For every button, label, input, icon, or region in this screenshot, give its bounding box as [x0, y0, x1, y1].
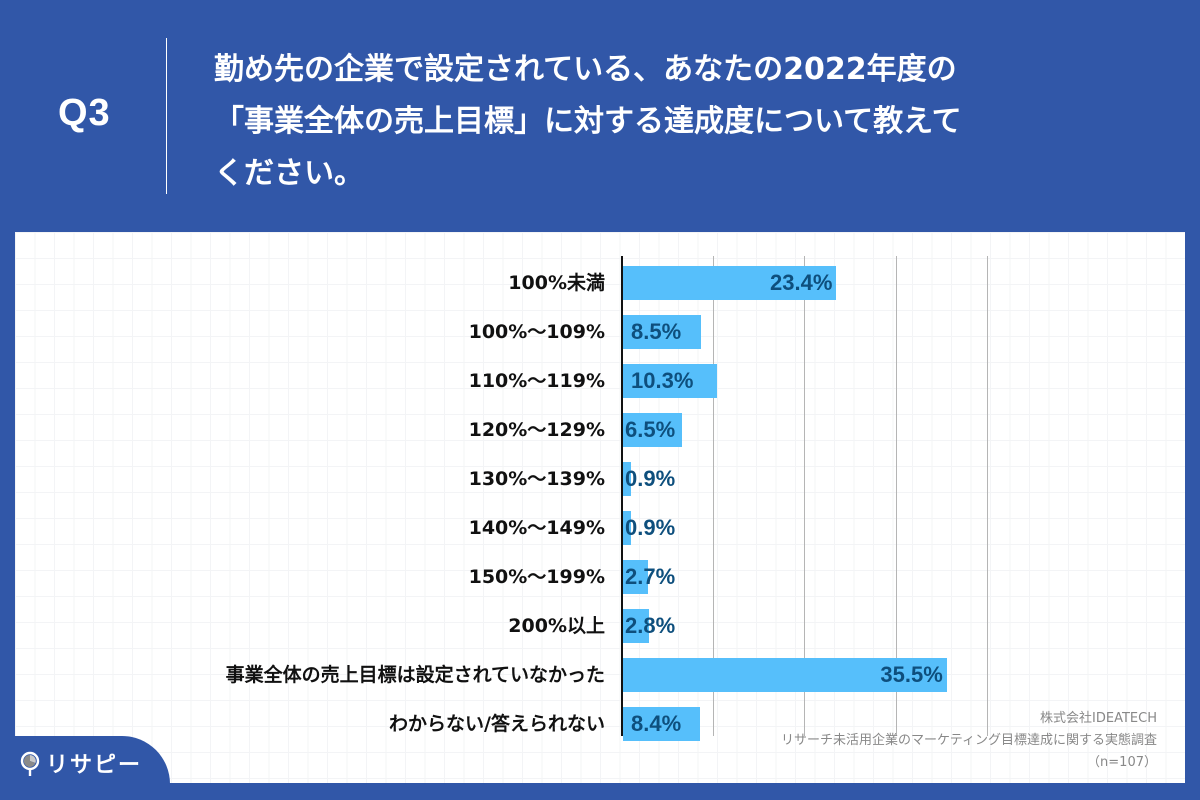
category-label: 110%〜119% — [468, 370, 605, 392]
credit-survey: リサーチ未活用企業のマーケティング目標達成に関する実態調査 — [781, 733, 1157, 748]
logo: リサピー — [20, 748, 142, 778]
bar-row: わからない/答えられない 8.4% — [15, 707, 1185, 755]
bar — [623, 511, 632, 545]
bar — [623, 364, 717, 398]
value-label: 8.5% — [631, 319, 682, 344]
bar-row: 150%〜199% 2.7% — [15, 560, 1185, 608]
gridline — [986, 256, 988, 736]
credit-sample-size: （n=107） — [1087, 755, 1157, 770]
value-label: 2.8% — [625, 613, 676, 638]
question-text: 勤め先の企業で設定されている、あなたの2022年度の 「事業全体の売上目標」に対… — [214, 44, 1114, 200]
y-axis-line — [621, 256, 623, 736]
magnifier-pie-icon — [20, 751, 40, 776]
bar-row: 事業全体の売上目標は設定されていなかった 35.5% — [15, 658, 1185, 706]
value-label: 35.5% — [880, 662, 943, 687]
bar-row: 110%〜119% 10.3% — [15, 364, 1185, 412]
header: Q3 勤め先の企業で設定されている、あなたの2022年度の 「事業全体の売上目標… — [0, 0, 1200, 232]
question-line-2: 「事業全体の売上目標」に対する達成度について教えて — [214, 104, 962, 139]
category-label: 100%未満 — [508, 272, 605, 294]
bar — [623, 462, 632, 496]
category-label: 140%〜149% — [468, 517, 605, 539]
bar-chart: 100%未満 23.4% 100%〜109% 8.5% 110%〜119% 10.3% 12… — [15, 232, 1185, 783]
value-label: 0.9% — [625, 515, 676, 540]
bar-row: 200%以上 2.8% — [15, 609, 1185, 657]
bar — [623, 315, 701, 349]
credit-company: 株式会社IDEATECH — [1040, 711, 1157, 726]
credit: 株式会社IDEATECH リサーチ未活用企業のマーケティング目標達成に関する実態… — [781, 708, 1157, 774]
bar — [623, 658, 947, 692]
bar-row: 130%〜139% 0.9% — [15, 462, 1185, 510]
value-label: 10.3% — [631, 368, 694, 393]
category-label: 150%〜199% — [468, 566, 605, 588]
category-label: 120%〜129% — [468, 419, 605, 441]
category-label: 200%以上 — [508, 615, 605, 637]
category-label: わからない/答えられない — [389, 713, 605, 735]
bar — [623, 707, 700, 741]
value-label: 2.7% — [625, 564, 676, 589]
chart-panel: 100%未満 23.4% 100%〜109% 8.5% 110%〜119% 10.3% 12… — [15, 232, 1185, 783]
header-divider — [166, 38, 167, 194]
bar-row: 100%〜109% 8.5% — [15, 315, 1185, 363]
question-number: Q3 — [58, 92, 111, 134]
gridline — [804, 256, 806, 736]
bar — [623, 609, 649, 643]
gridline — [895, 256, 897, 736]
category-label: 事業全体の売上目標は設定されていなかった — [225, 664, 605, 686]
value-label: 0.9% — [625, 466, 676, 491]
bar — [623, 560, 648, 594]
value-label: 8.4% — [631, 711, 682, 736]
bar-row: 140%〜149% 0.9% — [15, 511, 1185, 559]
bar — [623, 413, 683, 447]
bar — [623, 266, 837, 300]
value-label: 6.5% — [625, 417, 676, 442]
category-label: 100%〜109% — [468, 321, 605, 343]
bar-row: 120%〜129% 6.5% — [15, 413, 1185, 461]
gridline — [713, 256, 715, 736]
bar-row: 100%未満 23.4% — [15, 266, 1185, 314]
logo-text: リサピー — [46, 753, 143, 778]
value-label: 23.4% — [770, 270, 833, 295]
question-line-3: ください。 — [214, 156, 364, 191]
question-line-1: 勤め先の企業で設定されている、あなたの2022年度の — [214, 52, 957, 87]
category-label: 130%〜139% — [468, 468, 605, 490]
